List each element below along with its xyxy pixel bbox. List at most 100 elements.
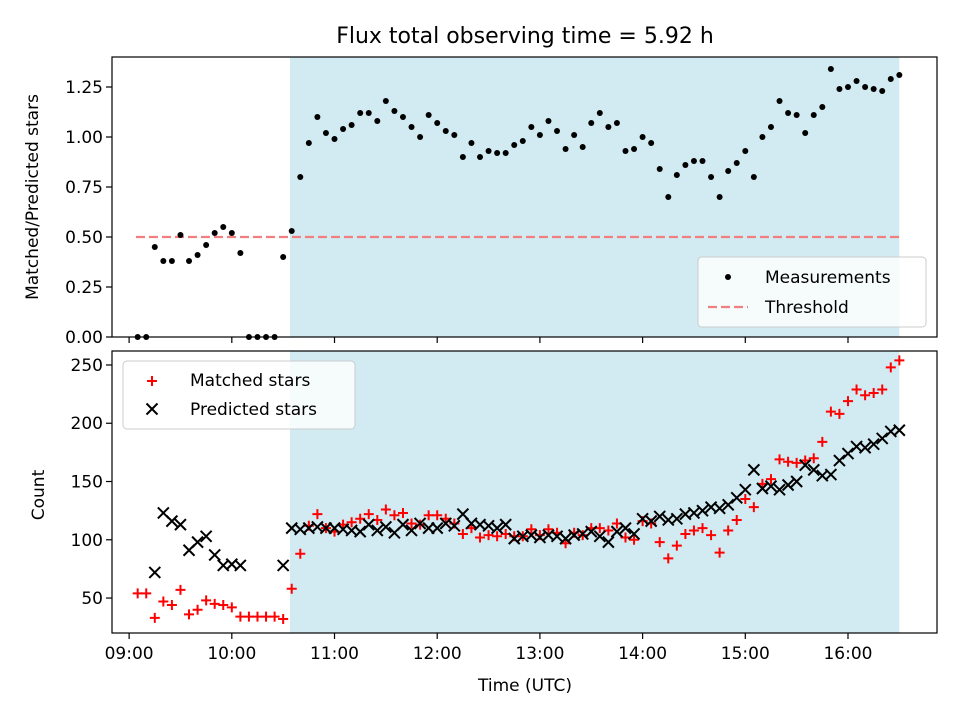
matched-star-point: [389, 510, 400, 521]
predicted-star-point: [696, 504, 709, 517]
matched-star-point: [877, 384, 888, 395]
predicted-star-point: [747, 463, 761, 477]
measurement-point: [887, 76, 894, 82]
measurement-point: [220, 224, 227, 230]
measurement-point: [802, 130, 809, 136]
bottom-y-tick-label: 100: [71, 531, 103, 551]
predicted-star-point: [867, 438, 880, 451]
measurement-point: [434, 120, 441, 126]
measurement-point: [322, 130, 329, 136]
measurement-point: [297, 174, 304, 180]
matched-star-point: [218, 600, 229, 611]
predicted-star-point: [670, 512, 684, 526]
measurement-point: [708, 174, 715, 180]
measurement-point: [656, 166, 663, 172]
measurement-point: [844, 84, 851, 90]
predicted-star-point: [174, 518, 187, 531]
measurement-point: [237, 250, 244, 256]
measurement-point: [733, 160, 740, 166]
measurement-point: [648, 140, 655, 146]
measurement-point: [862, 84, 869, 90]
measurement-point: [340, 126, 347, 132]
legend-matched-label: Matched stars: [190, 371, 310, 391]
bottom-panel: 50 100 150 200 250 09:00 10:00 11:00 12:00 13:00 1…: [71, 350, 938, 664]
predicted-star-point: [371, 524, 384, 537]
predicted-star-point: [644, 514, 658, 528]
predicted-star-point: [627, 527, 641, 541]
matched-star-point: [355, 513, 366, 524]
predicted-star-point: [490, 521, 504, 535]
matched-star-point: [252, 611, 263, 622]
measurement-point: [759, 134, 766, 140]
measurement-point: [280, 254, 287, 260]
measurement-point: [374, 118, 381, 124]
predicted-star-point: [353, 525, 367, 538]
predicted-star-point: [610, 525, 624, 538]
x-axis-label: Time (UTC): [477, 676, 572, 696]
predicted-star-point: [764, 479, 778, 493]
matched-star-point: [740, 493, 751, 504]
predicted-star-point: [876, 432, 889, 445]
measurement-point: [665, 194, 672, 200]
x-tick-label: 13:00: [515, 644, 564, 664]
predicted-star-point: [807, 463, 820, 477]
predicted-star-point: [208, 548, 221, 562]
top-legend-box: [697, 256, 927, 328]
top-axes-frame: [111, 56, 938, 338]
measurement-point: [203, 242, 210, 248]
measurement-point: [476, 154, 483, 160]
matched-star-point: [706, 530, 717, 541]
predicted-star-point: [148, 566, 161, 579]
measurement-point: [827, 66, 834, 72]
matched-star-point: [158, 596, 169, 607]
predicted-star-point: [362, 518, 375, 531]
measurement-point: [186, 258, 193, 264]
measurement-point: [571, 132, 578, 138]
top-y-tick-label: 0.75: [65, 178, 103, 198]
measurement-point: [528, 124, 535, 130]
measurement-point: [399, 114, 406, 120]
matched-star-point: [209, 598, 220, 609]
predicted-star-point: [165, 514, 179, 528]
matched-star-point: [474, 532, 485, 543]
measurement-point: [750, 174, 757, 180]
matched-star-point: [697, 523, 708, 534]
x-tick-label: 14:00: [618, 644, 667, 664]
measurement-point: [211, 230, 218, 236]
x-tick-label: 10:00: [207, 644, 256, 664]
top-y-tick-label: 0.50: [65, 228, 103, 248]
matched-star-point: [825, 406, 836, 417]
matched-star-point: [731, 514, 742, 525]
predicted-star-point: [739, 483, 752, 496]
matched-star-point: [663, 553, 674, 564]
matched-star-point: [141, 588, 152, 599]
matched-star-point: [526, 524, 537, 535]
measurement-point: [836, 86, 843, 92]
predicted-star-point: [798, 458, 812, 472]
legend-predicted-marker: [145, 402, 159, 416]
legend-measurement-marker: [725, 274, 731, 280]
matched-star-point: [286, 583, 297, 594]
predicted-star-point: [773, 483, 786, 496]
matched-star-point: [808, 453, 819, 464]
measurement-point: [562, 146, 569, 152]
predicted-star-point: [379, 520, 393, 534]
measurement-point: [442, 128, 449, 134]
matched-star-point: [261, 611, 272, 622]
matched-star-point: [834, 408, 845, 419]
matched-star-point: [423, 510, 434, 521]
measurement-point: [810, 112, 817, 118]
predicted-star-point: [448, 519, 461, 533]
measurement-point: [519, 138, 526, 144]
measurement-point: [767, 124, 774, 130]
matched-star-point: [774, 454, 785, 465]
predicted-star-point: [713, 502, 726, 515]
bottom-observing-span: [290, 351, 900, 633]
bottom-legend-box: [122, 360, 356, 430]
predicted-star-point: [413, 517, 427, 530]
matched-star-point: [432, 510, 443, 521]
measurement-point: [639, 134, 646, 140]
measurement-point: [785, 110, 792, 116]
measurement-point: [673, 172, 680, 178]
matched-star-point: [603, 525, 614, 536]
